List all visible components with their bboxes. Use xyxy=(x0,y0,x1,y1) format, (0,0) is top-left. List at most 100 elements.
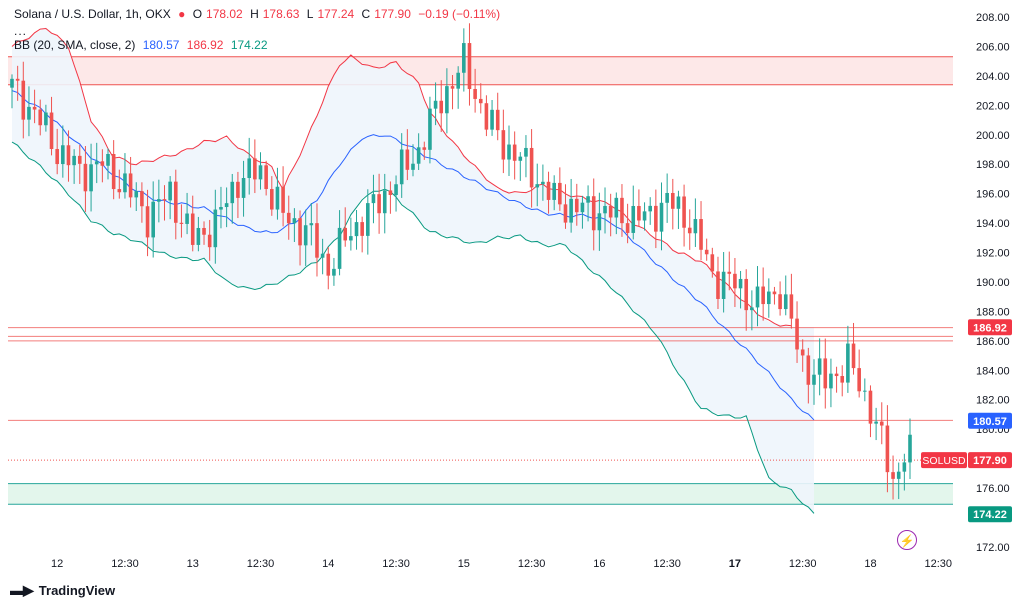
candle-body xyxy=(55,149,59,165)
candle-body xyxy=(44,112,48,126)
candle-body xyxy=(512,144,517,161)
candle-body xyxy=(676,196,681,209)
candle-body xyxy=(382,190,387,214)
candle-body xyxy=(603,205,607,214)
candle-body xyxy=(693,219,698,234)
candle-body xyxy=(597,213,602,231)
candle-body xyxy=(625,223,630,233)
candle-body xyxy=(66,145,71,166)
candle-body xyxy=(38,109,43,126)
candle-body xyxy=(885,425,890,473)
candle-body xyxy=(478,98,483,104)
candle-body xyxy=(168,181,172,201)
symbol-title: Solana / U.S. Dollar, 1h, OKX xyxy=(14,7,171,21)
candle-body xyxy=(411,163,415,170)
zone-resistance xyxy=(8,56,953,85)
candle-body xyxy=(309,223,314,226)
candle-body xyxy=(586,196,590,203)
candle-body xyxy=(789,294,794,319)
y-tick-label: 190.00 xyxy=(976,277,1010,289)
candle-body xyxy=(535,184,540,188)
candle-body xyxy=(637,205,641,221)
tradingview-logo-icon: ▬▶ xyxy=(10,582,34,598)
x-tick-label: 14 xyxy=(322,558,334,570)
candle-body xyxy=(778,294,782,310)
candle-body xyxy=(518,156,523,161)
candle-body xyxy=(241,178,246,198)
candle-body xyxy=(219,207,223,210)
candle-body xyxy=(800,349,805,356)
x-tick-label: 12:30 xyxy=(924,558,952,570)
candle-body xyxy=(230,181,235,204)
candle-body xyxy=(162,199,167,201)
legend-more-button[interactable]: ... xyxy=(14,24,28,38)
candles-group xyxy=(10,23,912,500)
y-tick-label: 204.00 xyxy=(976,71,1010,83)
candle-body xyxy=(405,149,410,170)
candle-body xyxy=(117,189,122,193)
bb-middle-value: 180.57 xyxy=(142,38,180,52)
candle-body xyxy=(840,376,845,383)
candle-body xyxy=(834,373,839,377)
candle-body xyxy=(366,203,370,236)
candle-body xyxy=(264,165,268,190)
candle-body xyxy=(190,213,195,245)
candle-body xyxy=(490,109,494,130)
candle-body xyxy=(151,201,155,238)
candle-body xyxy=(281,186,285,213)
candle-body xyxy=(716,271,720,299)
candle-body xyxy=(399,149,404,185)
candle-body xyxy=(185,213,189,224)
candle-body xyxy=(704,249,709,255)
candle-body xyxy=(315,223,319,258)
candle-body xyxy=(829,373,833,389)
candle-body xyxy=(269,189,274,210)
candle-body xyxy=(755,286,760,308)
candle-body xyxy=(795,318,799,350)
x-tick-label: 16 xyxy=(593,558,605,570)
candle-body xyxy=(349,236,353,241)
candle-body xyxy=(140,191,144,207)
candle-body xyxy=(817,358,822,375)
candle-body xyxy=(710,254,715,272)
candle-body xyxy=(507,144,511,160)
candle-body xyxy=(687,227,692,234)
bb-label: BB (20, SMA, close, 2) xyxy=(14,38,136,52)
candle-body xyxy=(659,202,664,232)
candle-body xyxy=(733,273,737,289)
candle-body xyxy=(552,182,556,200)
candle-body xyxy=(524,147,528,157)
candle-body xyxy=(439,100,444,114)
candle-body xyxy=(665,192,669,203)
bollinger-band-fill xyxy=(12,27,814,515)
candle-body xyxy=(145,206,150,238)
candle-body xyxy=(541,181,545,185)
bb-lower-line xyxy=(11,141,815,514)
y-tick-label: 176.00 xyxy=(976,483,1010,495)
lightning-icon[interactable]: ⚡ xyxy=(897,530,917,550)
tradingview-brand[interactable]: ▬▶ TradingView xyxy=(10,582,115,599)
candle-body xyxy=(812,374,816,385)
candle-body xyxy=(416,147,421,164)
candle-body xyxy=(354,222,359,237)
candle-body xyxy=(863,390,867,392)
candle-body xyxy=(772,291,777,295)
candle-body xyxy=(72,155,76,166)
candle-body xyxy=(27,106,31,120)
candle-body xyxy=(891,472,895,479)
candle-body xyxy=(236,181,240,198)
candle-body xyxy=(15,78,20,81)
candle-body xyxy=(569,198,573,223)
candle-body xyxy=(558,182,562,205)
zone-support xyxy=(8,483,953,505)
axis-price-badge-label: 186.92 xyxy=(973,322,1007,334)
candle-body xyxy=(614,197,619,218)
change-value: −0.19 (−0.11%) xyxy=(418,7,501,21)
candle-body xyxy=(21,80,26,120)
candle-body xyxy=(546,181,551,200)
bollinger-legend[interactable]: BB (20, SMA, close, 2) 180.57 186.92 174… xyxy=(14,38,272,52)
candle-body xyxy=(157,199,161,202)
candle-body xyxy=(61,145,65,165)
candle-body xyxy=(106,154,110,166)
